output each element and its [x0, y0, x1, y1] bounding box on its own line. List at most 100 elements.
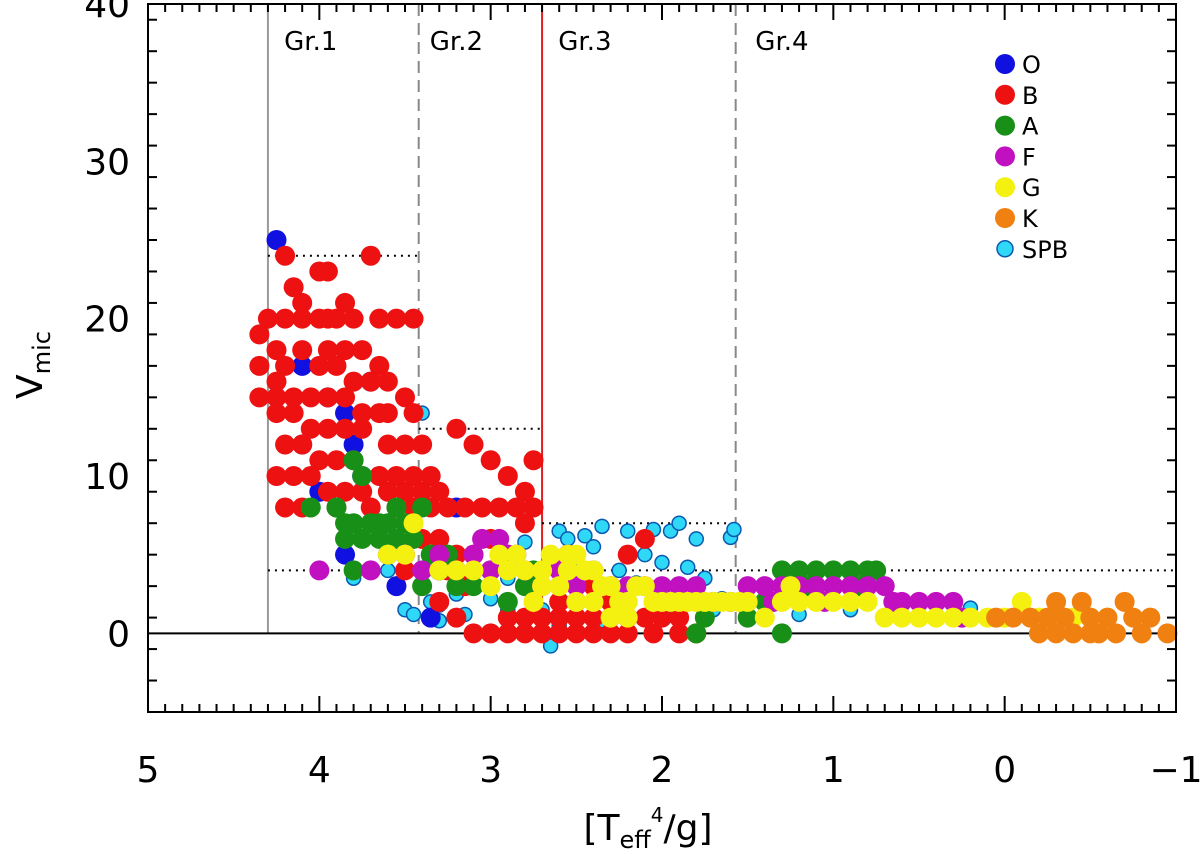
data-point-k [1114, 591, 1135, 612]
data-point-b [403, 466, 424, 486]
group-label: Gr.3 [558, 27, 611, 57]
data-point-b [472, 497, 493, 518]
data-point-a [412, 497, 433, 518]
data-point-b [335, 340, 356, 361]
data-point-b [566, 607, 587, 628]
data-point-b [480, 450, 501, 471]
data-point-b [275, 434, 296, 455]
legend-label: A [1022, 113, 1039, 141]
data-point-b [523, 497, 544, 518]
data-point-b [377, 403, 398, 424]
data-point-o [420, 607, 441, 628]
data-points [249, 230, 1178, 654]
data-point-g [583, 591, 604, 612]
data-point-g [789, 591, 810, 612]
data-point-b [369, 355, 390, 376]
data-point-b [335, 387, 356, 408]
data-point-b [395, 387, 415, 408]
data-point-g [403, 513, 424, 534]
data-point-b [514, 607, 535, 628]
legend-marker [995, 177, 1015, 198]
data-point-b [275, 245, 296, 266]
data-point-b [266, 371, 287, 392]
data-point-g [566, 591, 587, 612]
data-point-spb [577, 528, 593, 544]
data-point-b [317, 340, 338, 361]
data-point-b [463, 623, 484, 644]
data-point-spb [611, 562, 627, 579]
data-point-b [377, 434, 398, 455]
data-point-b [309, 308, 330, 329]
data-point-b [497, 607, 518, 628]
data-point-k [1080, 607, 1101, 628]
data-point-b [292, 434, 313, 455]
data-point-g [446, 560, 467, 581]
data-point-f [669, 576, 690, 597]
data-point-g [806, 591, 827, 612]
data-point-b [429, 528, 450, 549]
data-point-b [514, 623, 535, 644]
data-point-a [412, 576, 433, 597]
data-point-b [266, 340, 287, 361]
data-point-a [694, 607, 715, 628]
data-point-b [352, 340, 373, 361]
data-point-g [377, 544, 398, 565]
data-point-f [926, 591, 947, 612]
x-tick-label: 5 [137, 750, 160, 791]
data-point-f [360, 560, 381, 581]
legend-label: F [1022, 143, 1036, 171]
x-tick-label: 2 [651, 750, 674, 791]
data-point-f [429, 544, 450, 565]
data-point-b [634, 528, 655, 549]
data-point-g [523, 591, 544, 612]
data-point-b [454, 497, 475, 518]
data-point-b [335, 418, 356, 439]
legend-marker [995, 54, 1015, 74]
data-point-b [369, 308, 390, 329]
data-point-b [335, 481, 356, 502]
data-point-g [540, 544, 561, 565]
data-point-b [600, 623, 621, 644]
data-point-b [343, 308, 364, 329]
data-point-k [1028, 623, 1049, 644]
group-label: Gr.2 [430, 27, 483, 57]
data-point-spb [542, 638, 559, 654]
group-guides: Gr.1 Gr.2 Gr.3 Gr.4 [148, 4, 1176, 635]
data-point-k [1037, 607, 1058, 628]
data-point-g [480, 576, 501, 597]
legend-label: K [1022, 205, 1039, 233]
data-point-b [669, 607, 690, 628]
legend-marker [995, 146, 1015, 167]
data-point-f [472, 528, 493, 549]
data-point-spb [654, 554, 670, 571]
data-point-a [369, 528, 390, 549]
data-point-b [583, 607, 604, 628]
y-axis-label: Vmic [10, 331, 56, 399]
data-point-k [1106, 623, 1127, 644]
data-point-k [1003, 607, 1024, 628]
data-point-b [377, 371, 398, 392]
data-point-b [300, 387, 321, 408]
data-point-b [326, 308, 347, 329]
data-point-g [823, 591, 844, 612]
data-point-k [986, 607, 1007, 628]
data-point-b [283, 277, 304, 298]
data-point-f [857, 576, 878, 597]
data-point-b [395, 434, 415, 455]
data-point-g [909, 607, 929, 628]
data-point-a [386, 497, 407, 518]
data-point-b [480, 623, 501, 644]
data-point-k [1140, 607, 1161, 628]
x-axis-label: [Teff4/g] [583, 803, 712, 852]
data-point-g [514, 560, 535, 581]
data-point-g [506, 544, 527, 565]
y-tick-label: 0 [107, 614, 130, 655]
data-point-f [686, 576, 707, 597]
data-point-a [463, 576, 484, 597]
x-tick-label: 0 [993, 750, 1016, 791]
data-point-b [643, 623, 664, 644]
data-point-spb [726, 521, 742, 538]
data-point-b [617, 623, 638, 644]
data-point-a [326, 497, 347, 518]
